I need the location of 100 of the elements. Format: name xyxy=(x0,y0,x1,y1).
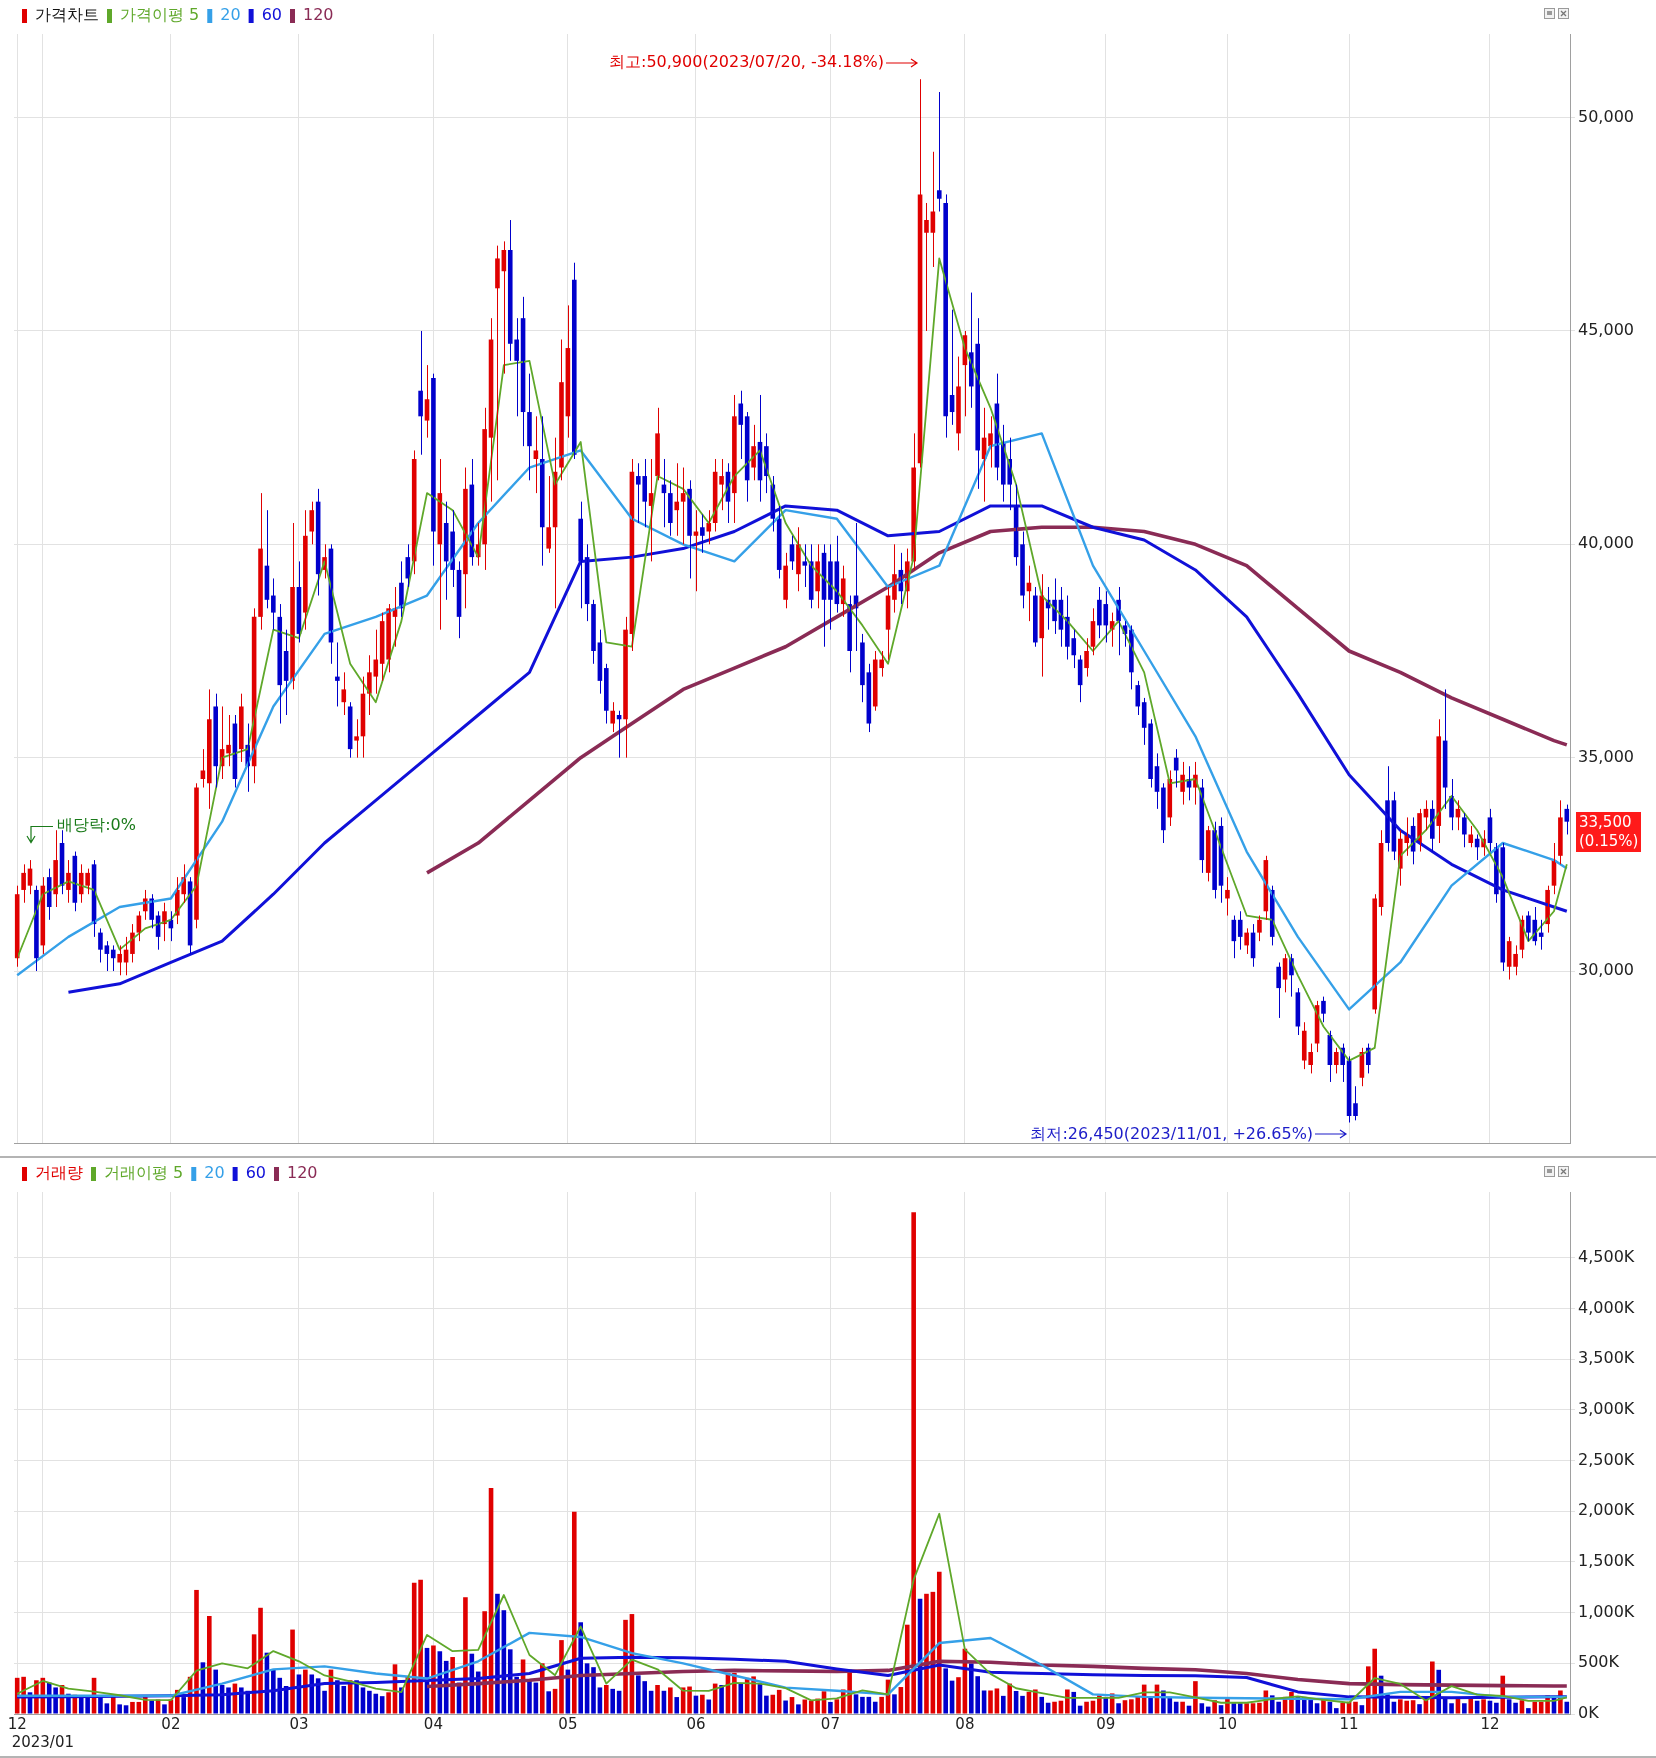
y-tick-label: 50,000 xyxy=(1578,106,1634,126)
bar xyxy=(1193,1681,1198,1714)
legend-label: 120 xyxy=(302,5,334,25)
bar xyxy=(1506,1699,1512,1714)
bar xyxy=(1033,1689,1038,1714)
bar xyxy=(1314,1703,1320,1714)
y-tick-label: 1,000K xyxy=(1578,1601,1635,1621)
bar xyxy=(1244,1703,1249,1714)
bar xyxy=(1199,1703,1205,1714)
bar xyxy=(956,1677,961,1714)
candlestick xyxy=(354,718,359,759)
bar xyxy=(546,1691,551,1714)
bar xyxy=(828,1701,833,1714)
bar xyxy=(1333,1708,1339,1714)
x-tick-label: 11 xyxy=(1339,1714,1359,1733)
y-tick-label: 0K xyxy=(1578,1703,1600,1723)
bar xyxy=(1532,1701,1538,1714)
candlestick xyxy=(546,475,551,554)
x-tick-label: 06 xyxy=(686,1714,706,1733)
bar xyxy=(290,1629,295,1714)
bar xyxy=(386,1692,391,1714)
bar xyxy=(1468,1698,1474,1714)
y-tick-label: 2,000K xyxy=(1578,1500,1635,1520)
bar xyxy=(1065,1689,1070,1714)
annotation: 최고:50,900(2023/07/20, -34.18%) xyxy=(609,52,885,72)
bar xyxy=(136,1701,142,1714)
y-tick-label: 45,000 xyxy=(1578,320,1634,340)
bar xyxy=(354,1680,359,1714)
legend-label: 거래이평 5 xyxy=(104,1163,184,1183)
x-tick-label: 12 xyxy=(1480,1714,1500,1733)
y-tick-label: 4,500K xyxy=(1578,1247,1635,1267)
bar xyxy=(706,1699,712,1714)
legend-label: 20 xyxy=(220,5,241,25)
legend-label: 가격차트 xyxy=(35,5,99,25)
bar xyxy=(892,1694,897,1714)
bar xyxy=(1007,1683,1013,1714)
annotation: 최저:26,450(2023/11/01, +26.65%) xyxy=(1030,1123,1314,1143)
y-tick-label: 35,000 xyxy=(1578,746,1634,766)
bar xyxy=(1122,1700,1128,1714)
bar xyxy=(104,1703,110,1714)
bar xyxy=(936,1571,942,1714)
bar xyxy=(130,1701,135,1714)
x-tick-label: 03 xyxy=(289,1714,309,1733)
bar xyxy=(674,1697,680,1714)
bar xyxy=(1340,1702,1345,1714)
legend-label: 120 xyxy=(286,1163,318,1183)
bar xyxy=(783,1700,788,1714)
bar xyxy=(1417,1704,1422,1714)
y-tick-label: 40,000 xyxy=(1578,533,1634,553)
bar xyxy=(687,1686,692,1714)
bar xyxy=(303,1669,308,1714)
bar xyxy=(610,1688,616,1714)
y-tick-label: 4,000K xyxy=(1578,1297,1635,1317)
bar xyxy=(1084,1701,1089,1714)
bar xyxy=(1116,1703,1121,1714)
bar xyxy=(1481,1699,1486,1714)
bar xyxy=(207,1615,212,1714)
bar xyxy=(604,1685,609,1714)
bar xyxy=(194,1589,199,1714)
x-tick-label: 02 xyxy=(161,1714,181,1733)
bar xyxy=(1526,1708,1531,1714)
bar xyxy=(149,1700,154,1714)
x-tick-label: 07 xyxy=(820,1714,840,1733)
bar xyxy=(322,1690,327,1714)
bar xyxy=(1173,1701,1179,1714)
bar xyxy=(853,1694,859,1714)
bar xyxy=(1494,1702,1499,1714)
bar xyxy=(463,1597,468,1714)
y-tick-label: 3,500K xyxy=(1578,1348,1635,1368)
x-tick-label: 08 xyxy=(955,1714,975,1733)
bar xyxy=(123,1705,129,1714)
bar xyxy=(1462,1703,1467,1714)
bar xyxy=(1513,1702,1518,1714)
candlestick xyxy=(1468,825,1474,848)
x-tick-label: 2023/01 xyxy=(11,1732,74,1751)
bar xyxy=(981,1690,987,1714)
bar xyxy=(655,1685,660,1714)
bar xyxy=(924,1593,929,1714)
bar xyxy=(796,1704,801,1714)
bar xyxy=(1564,1701,1570,1714)
bar xyxy=(834,1699,840,1714)
x-tick-label: 09 xyxy=(1096,1714,1116,1733)
bar xyxy=(1180,1701,1185,1714)
candlestick xyxy=(309,501,315,545)
bar xyxy=(309,1674,315,1714)
x-tick-label: 05 xyxy=(558,1714,578,1733)
bar xyxy=(943,1668,948,1714)
x-tick-label: 10 xyxy=(1217,1714,1237,1733)
bar xyxy=(719,1685,724,1714)
bar xyxy=(1071,1691,1077,1714)
y-tick-label: 30,000 xyxy=(1578,960,1634,980)
bar xyxy=(1001,1695,1006,1714)
text: 33,500 (0.15%) xyxy=(1579,812,1639,851)
bar xyxy=(994,1688,1000,1714)
bar xyxy=(1218,1705,1224,1714)
bar xyxy=(181,1697,186,1714)
bar xyxy=(258,1607,263,1714)
bar xyxy=(527,1679,532,1714)
legend-label: 20 xyxy=(204,1163,225,1183)
candlestick xyxy=(936,91,942,212)
